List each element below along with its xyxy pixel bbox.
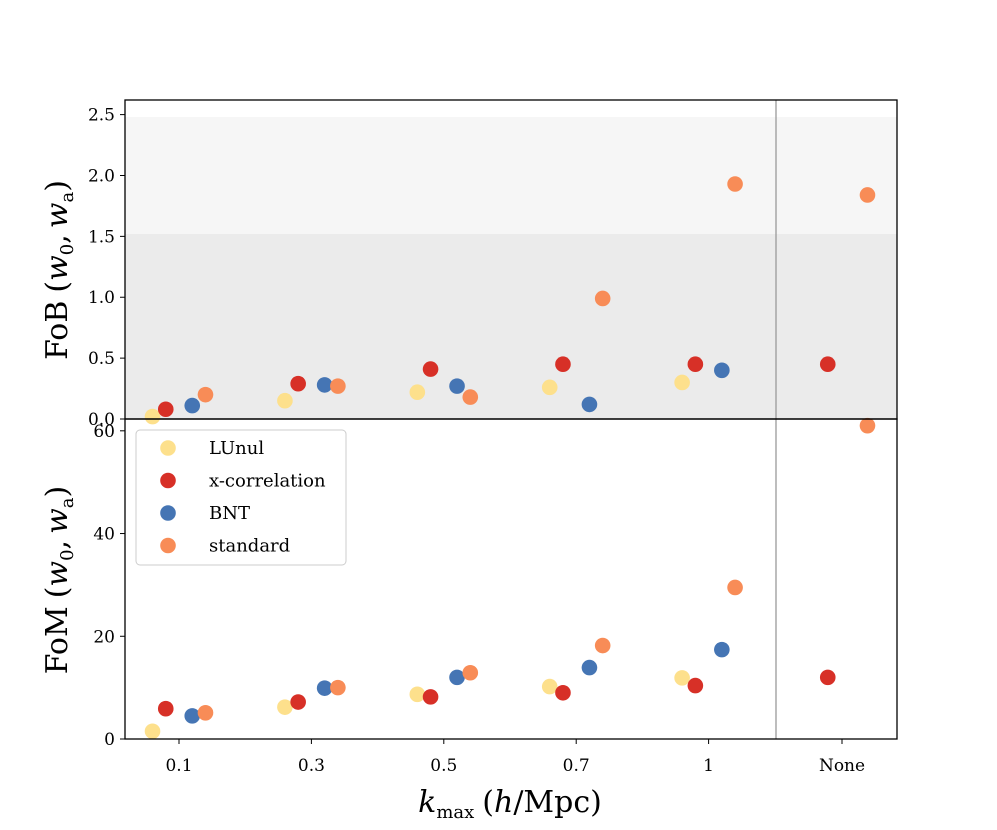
fom-y-axis-label: FoM(w0,wa) [40, 486, 78, 675]
fob-point-standard-1 [727, 176, 743, 192]
legend-marker-lunul [160, 440, 176, 456]
legend-label-bnt: BNT [209, 503, 250, 524]
fob-point-lunul-0-3 [277, 392, 293, 409]
legend-label-standard: standard [209, 536, 290, 557]
fob-point-x-correlation-0-5 [422, 361, 439, 377]
fob-y-tick-label: 2.5 [88, 106, 115, 126]
legend-box [135, 429, 347, 566]
legend-marker-bnt [160, 505, 176, 521]
legend-label-x-correlation: x-correlation [209, 471, 326, 492]
fom-y-tick-label: 20 [93, 627, 115, 647]
fom-point-bnt-1 [714, 641, 730, 658]
fob-point-bnt-0-1 [184, 397, 201, 414]
fom-point-x-correlation-1 [687, 677, 704, 694]
fob-point-lunul-1 [674, 374, 690, 391]
x-tick-label: 1 [703, 756, 714, 776]
legend: LUnul x-correlation BNT standard [135, 429, 347, 566]
fom-y-tick-label: 0 [104, 730, 115, 750]
fob-point-x-correlation-0-3 [290, 375, 306, 392]
fom-markers [144, 417, 876, 740]
fob-y-tick-label: 0.0 [88, 410, 115, 430]
fob-point-bnt-1 [714, 362, 730, 379]
fob-point-standard-0-7 [594, 290, 611, 307]
fom-point-lunul-1 [674, 670, 690, 686]
fom-point-bnt-0-1 [184, 708, 201, 724]
fob-y-tick-label: 1.5 [88, 227, 115, 247]
fob-y-axis-label: FoB(w0,wa) [40, 180, 78, 360]
shaded-band-dark [125, 233, 897, 419]
fom-point-x-correlation-none [819, 669, 836, 686]
fom-point-bnt-0-5 [449, 669, 465, 686]
fom-point-lunul-0-3 [277, 699, 293, 715]
fom-point-x-correlation-0-7 [555, 684, 571, 701]
fom-point-lunul-0-7 [541, 678, 558, 695]
fom-axes-frame [124, 418, 898, 740]
fom-point-standard-1 [727, 579, 743, 596]
fob-point-bnt-0-7 [581, 396, 598, 413]
fob-point-lunul-0-1 [144, 408, 161, 425]
fom-point-standard-0-1 [197, 705, 214, 721]
x-tick-label: 0.7 [563, 756, 590, 776]
fom-point-bnt-0-7 [581, 659, 598, 676]
x-tick-label: 0.3 [298, 756, 325, 776]
fob-markers [144, 176, 876, 425]
fob-point-x-correlation-none [819, 356, 836, 373]
fob-point-x-correlation-0-7 [555, 356, 571, 373]
legend-label-lunul: LUnul [209, 438, 264, 459]
fob-point-bnt-0-5 [449, 378, 465, 394]
fob-point-standard-0-1 [197, 386, 214, 403]
fob-y-tick-label: 1.0 [88, 288, 115, 308]
fob-y-tick-label: 2.0 [88, 166, 115, 186]
fom-panel: 0 20 40 60 0.1 0.3 0.5 0.7 1 None [93, 417, 876, 776]
fob-point-lunul-0-5 [409, 384, 426, 401]
fom-point-x-correlation-0-1 [157, 700, 174, 717]
fom-point-standard-0-5 [462, 664, 479, 681]
fom-point-lunul-0-1 [144, 723, 161, 740]
fom-point-x-correlation-0-5 [422, 689, 439, 705]
shaded-band-light [125, 117, 897, 234]
fob-y-tick-label: 0.5 [88, 349, 115, 369]
fob-point-standard-none [859, 187, 876, 203]
fom-point-x-correlation-0-3 [290, 694, 306, 710]
x-tick-label: None [819, 756, 865, 776]
fob-point-x-correlation-0-1 [157, 401, 174, 418]
fob-point-x-correlation-1 [687, 356, 704, 373]
fom-point-standard-0-3 [330, 679, 346, 696]
legend-marker-x-correlation [160, 472, 176, 489]
axes-frames [124, 99, 898, 740]
x-ticks: 0.1 0.3 0.5 0.7 1 None [165, 739, 865, 776]
fob-y-ticks: 0.0 0.5 1.0 1.5 2.0 2.5 [88, 106, 125, 430]
fom-y-tick-label: 40 [93, 525, 115, 545]
x-tick-label: 0.1 [165, 756, 192, 776]
fom-point-bnt-0-3 [316, 680, 333, 696]
fom-point-lunul-0-5 [409, 686, 426, 703]
fob-point-lunul-0-7 [541, 379, 558, 396]
x-axis-label: kmax (h/Mpc) [418, 785, 602, 823]
fom-y-ticks: 0 20 40 60 [93, 422, 125, 750]
legend-marker-standard [160, 537, 176, 554]
fob-point-standard-0-5 [462, 389, 479, 405]
x-tick-label: 0.5 [430, 756, 457, 776]
fom-y-tick-label: 60 [93, 422, 115, 442]
fom-point-standard-none [859, 417, 876, 434]
fob-point-standard-0-3 [330, 378, 346, 394]
fom-point-standard-0-7 [594, 637, 611, 654]
fob-panel: 0.0 0.5 1.0 1.5 2.0 2.5 [88, 106, 897, 430]
fob-point-bnt-0-3 [316, 377, 333, 393]
